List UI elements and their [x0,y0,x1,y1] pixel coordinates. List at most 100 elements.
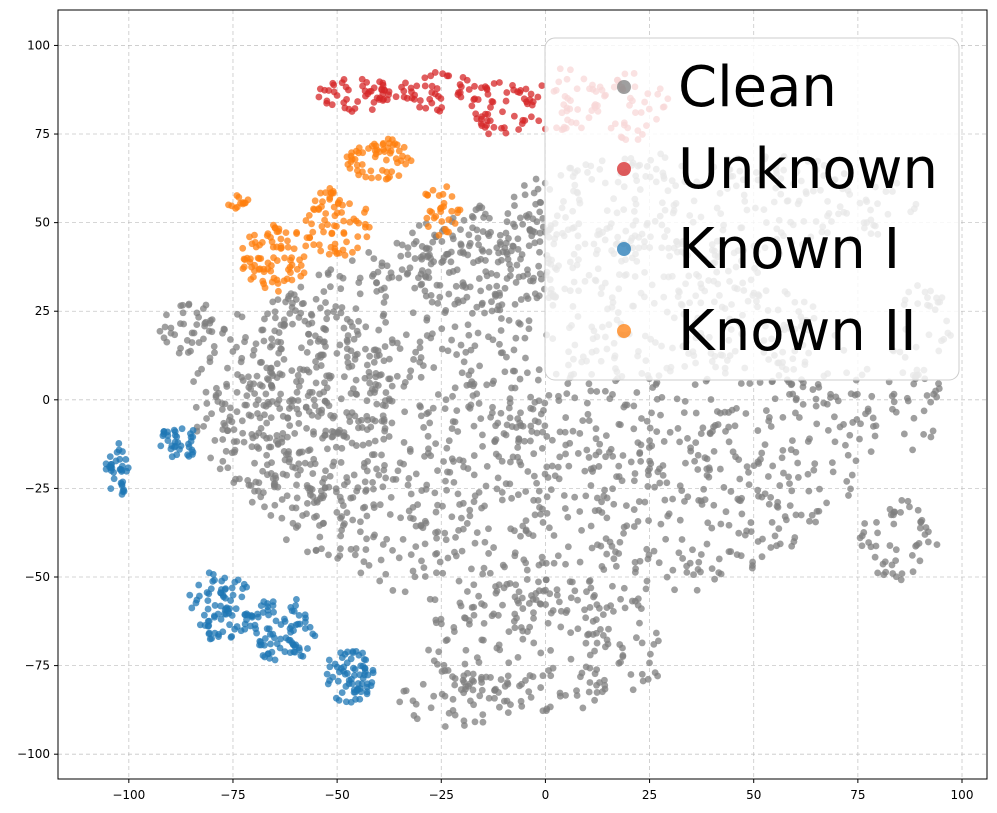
point-clean [251,487,258,495]
point-clean [676,516,684,524]
point-unknown [421,74,429,82]
point-clean [742,410,750,417]
point-known-ii [315,241,323,249]
point-clean [448,513,456,521]
point-known-ii [322,189,329,197]
point-clean [433,534,440,542]
point-known-i [266,630,274,638]
point-clean [461,614,468,622]
point-known-i [362,656,370,664]
point-clean [431,489,439,497]
point-clean [325,551,332,559]
point-clean [792,409,799,417]
point-clean [571,394,579,402]
point-known-i [363,680,371,688]
point-clean [567,655,575,663]
point-clean [348,257,356,265]
point-clean [478,504,485,512]
point-clean [473,654,481,661]
point-clean [527,693,535,701]
point-clean [470,452,478,459]
point-known-i [299,652,307,660]
point-known-ii [318,203,325,211]
point-clean [577,673,584,681]
point-clean [420,564,428,572]
x-tick-label: 75 [850,788,865,802]
point-clean [467,346,475,354]
point-clean [745,468,752,476]
point-clean [858,532,866,540]
point-clean [643,545,651,553]
point-clean [293,494,301,502]
point-clean [615,550,623,557]
point-clean [448,425,456,432]
point-clean [253,443,261,451]
point-clean [409,515,417,523]
point-clean [430,692,438,700]
point-clean [404,269,412,277]
point-clean [298,344,305,352]
point-clean [479,718,487,726]
point-clean [455,526,462,534]
point-clean [492,583,499,590]
point-clean [605,625,612,633]
point-clean [289,320,296,328]
point-clean [788,437,796,444]
point-clean [242,334,249,341]
point-known-i [241,620,249,628]
point-clean [497,327,505,334]
point-known-ii [302,242,310,250]
point-clean [179,309,187,317]
point-clean [646,424,654,432]
point-clean [346,418,354,425]
point-known-ii [381,148,388,155]
point-clean [503,679,511,686]
point-known-ii [333,222,340,230]
point-known-i [229,591,237,599]
point-clean [711,575,718,583]
point-known-ii [370,140,378,148]
point-clean [909,568,917,576]
point-known-ii [267,267,275,275]
point-clean [280,316,288,324]
point-clean [454,428,462,435]
point-clean [603,604,611,612]
point-clean [333,349,341,357]
point-clean [530,274,537,282]
point-clean [432,616,440,624]
point-clean [900,430,908,438]
point-clean [615,420,623,428]
point-known-i [209,577,217,585]
point-clean [794,459,802,467]
point-clean [322,467,329,475]
point-known-i [205,630,213,638]
point-clean [261,315,268,323]
point-known-i [217,589,224,597]
point-known-ii [395,172,403,180]
point-clean [319,478,326,486]
point-clean [312,547,320,555]
point-clean [775,525,783,532]
point-clean [425,646,432,654]
point-clean [527,437,534,445]
point-known-i [304,645,311,652]
point-clean [498,496,506,504]
point-clean [908,551,916,559]
point-clean [324,271,332,278]
point-known-ii [244,196,252,204]
point-clean [337,497,345,505]
point-clean [325,483,333,491]
point-unknown [520,95,528,103]
point-known-ii [331,240,339,248]
point-known-ii [429,186,437,194]
point-clean [262,390,270,398]
point-clean [304,548,311,556]
point-unknown [510,112,518,120]
point-clean [193,321,201,329]
point-clean [370,255,378,262]
point-clean [444,468,451,476]
point-clean [709,427,716,435]
point-clean [630,477,638,485]
point-clean [476,362,483,370]
point-clean [512,581,520,589]
